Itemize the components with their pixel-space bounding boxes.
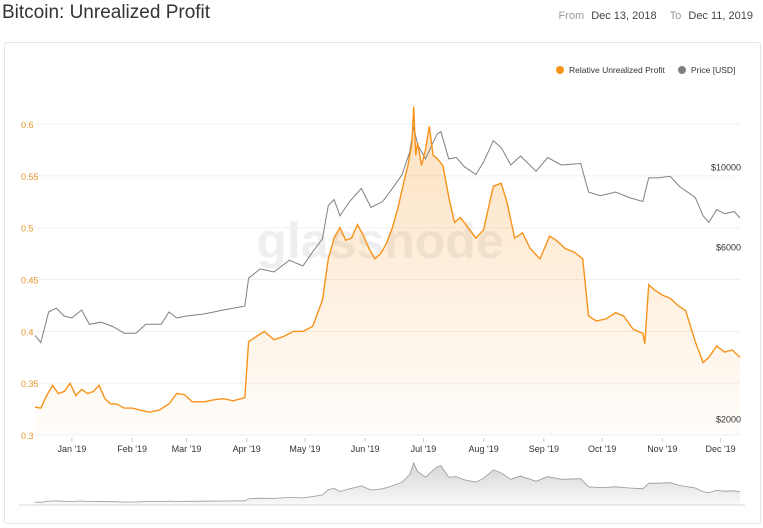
right-tick-label: $6000 xyxy=(716,243,741,253)
legend-label[interactable]: Relative Unrealized Profit xyxy=(569,65,666,75)
legend-marker xyxy=(556,66,564,74)
left-tick-label: 0.5 xyxy=(21,224,34,234)
to-date[interactable]: Dec 11, 2019 xyxy=(688,10,753,22)
date-range[interactable]: From Dec 13, 2018 To Dec 11, 2019 xyxy=(558,10,753,22)
x-tick-label: Aug '19 xyxy=(469,444,499,454)
x-tick-label: Nov '19 xyxy=(647,444,677,454)
x-tick-label: Sep '19 xyxy=(529,444,559,454)
from-label: From xyxy=(558,10,585,22)
x-axis: Jan '19 Feb '19 Mar '19 Apr '19 May '19 Jun '… xyxy=(58,438,736,454)
right-axis: $2000 $6000 $10000 xyxy=(711,163,741,425)
x-tick-label: Feb '19 xyxy=(117,444,147,454)
x-tick-label: Mar '19 xyxy=(172,444,202,454)
price-line xyxy=(34,126,741,344)
page-title: Bitcoin: Unrealized Profit xyxy=(2,2,211,23)
profit-area xyxy=(35,106,740,435)
x-tick-label: Oct '19 xyxy=(588,444,616,454)
x-tick-label: Jul '19 xyxy=(411,444,437,454)
navigator[interactable] xyxy=(19,461,745,506)
right-tick-label: $10000 xyxy=(711,163,741,173)
left-tick-label: 0.45 xyxy=(21,276,39,286)
x-tick-label: Jan '19 xyxy=(58,444,87,454)
left-tick-label: 0.3 xyxy=(21,431,34,441)
x-tick-label: Jun '19 xyxy=(351,444,380,454)
x-tick-label: Dec '19 xyxy=(705,444,735,454)
legend[interactable]: Relative Unrealized Profit Price [USD] xyxy=(556,65,735,75)
left-tick-label: 0.6 xyxy=(21,120,34,130)
x-tick-label: May '19 xyxy=(289,444,320,454)
chart-svg[interactable]: glassnode 0.30.350.40.450.50.550.6 $2000… xyxy=(5,43,760,523)
left-tick-label: 0.55 xyxy=(21,172,39,182)
left-tick-label: 0.4 xyxy=(21,327,34,337)
chart-card: glassnode 0.3 0.35 0.4 0.45 0.5 0.55 0.6 $2000… xyxy=(4,42,761,524)
right-tick-label: $2000 xyxy=(716,415,741,425)
from-date[interactable]: Dec 13, 2018 xyxy=(591,10,657,22)
left-tick-label: 0.35 xyxy=(21,379,39,389)
navigator-line xyxy=(34,461,741,503)
profit-line xyxy=(34,106,741,413)
legend-marker xyxy=(678,66,686,74)
legend-label[interactable]: Price [USD] xyxy=(691,65,735,75)
navigator-area xyxy=(35,463,740,505)
left-axis: 0.3 0.35 0.4 0.45 0.5 0.55 0.6 xyxy=(21,120,39,441)
plot-area xyxy=(34,106,741,435)
to-label: To xyxy=(669,10,682,22)
x-tick-label: Apr '19 xyxy=(233,444,261,454)
